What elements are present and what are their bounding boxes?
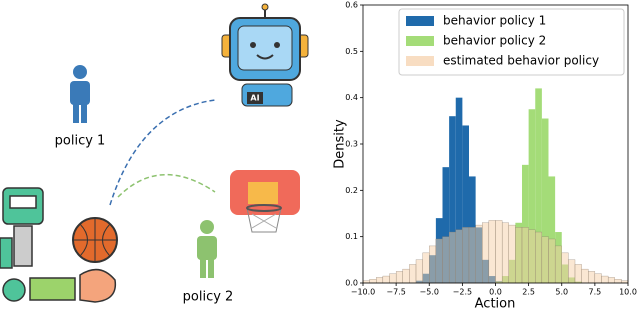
x-tick-label: −5.0	[420, 288, 439, 297]
legend-swatch	[406, 16, 434, 26]
y-tick-label: 0.5	[345, 47, 358, 56]
y-tick-label: 0.1	[345, 232, 358, 241]
histogram-bar	[568, 259, 576, 284]
trajectory	[109, 99, 216, 206]
legend-label: behavior policy 2	[443, 34, 546, 48]
histogram-bar	[449, 116, 456, 283]
histogram-bar	[495, 220, 503, 284]
histogram-bar	[548, 238, 556, 284]
histogram-bar	[541, 118, 549, 284]
x-tick-label: −10.0	[351, 288, 376, 297]
y-tick-label: 0.6	[345, 1, 358, 10]
y-axis-label: Density	[333, 119, 348, 169]
robot-arm	[0, 187, 117, 303]
histogram-bar	[482, 222, 490, 284]
histogram-bar	[422, 252, 430, 284]
histogram-bar	[528, 109, 536, 283]
histogram-bar	[607, 277, 615, 284]
trajectory	[117, 173, 216, 198]
histogram-bar	[581, 268, 589, 284]
legend-swatch	[406, 56, 434, 66]
histogram-bar	[508, 224, 516, 284]
histogram-bar	[522, 164, 529, 283]
x-tick-label: −7.5	[386, 288, 405, 297]
histogram-bar	[574, 264, 582, 284]
legend-label: behavior policy 1	[443, 14, 546, 28]
histogram-bar	[488, 220, 496, 284]
histogram-bar	[448, 231, 456, 284]
policy-label: policy 2	[183, 290, 234, 305]
histogram-bar	[442, 236, 450, 284]
histogram-bar	[535, 88, 542, 284]
histogram-bar	[528, 229, 536, 284]
histogram-bar	[475, 224, 483, 284]
legend-label: estimated behavior policy	[443, 54, 599, 68]
x-tick-label: 0.0	[489, 288, 502, 297]
x-tick-label: 10.0	[619, 288, 637, 297]
x-tick-label: −2.5	[453, 288, 472, 297]
histogram-bar	[462, 227, 470, 284]
illustration: policy 1 policy 2 AI	[0, 3, 309, 305]
histogram-bar	[468, 227, 476, 284]
histogram-bar	[415, 259, 423, 284]
histogram-bar	[561, 252, 569, 284]
y-tick-label: 0.2	[345, 186, 358, 195]
histogram-bar	[554, 245, 562, 284]
histogram-bar	[594, 273, 602, 284]
chart: −10.0 −7.5 −5.0 −2.5 0.0 2.5 5.0 7.5 10.0 0.0 0.1 0…	[345, 1, 637, 297]
person-green	[197, 220, 217, 278]
y-tick-label: 0.0	[345, 279, 358, 288]
histogram-bar	[435, 238, 443, 284]
histogram-bar	[455, 97, 463, 284]
histogram-bar	[395, 271, 403, 284]
y-tick-label: 0.4	[345, 93, 358, 102]
histogram-bar	[588, 271, 596, 284]
histogram-bar	[548, 176, 556, 283]
histogram-bar	[601, 275, 609, 284]
histogram-bar	[455, 229, 463, 284]
x-axis-label: Action	[475, 297, 516, 310]
x-tick-label: 7.5	[589, 288, 602, 297]
histogram-bar	[521, 227, 529, 284]
basketball	[72, 217, 118, 263]
histogram-bar	[382, 275, 390, 284]
histogram-bar	[402, 268, 410, 284]
x-tick-label: 2.5	[522, 288, 535, 297]
histogram-bar	[369, 279, 377, 284]
robot-head	[221, 3, 309, 107]
histogram-bar	[376, 277, 384, 284]
histogram-bar	[442, 167, 450, 283]
histogram-bar	[515, 227, 523, 284]
y-tick-label: 0.3	[345, 140, 358, 149]
histogram-bar	[389, 273, 397, 284]
legend-swatch	[406, 36, 434, 46]
x-tick-label: 5.0	[555, 288, 568, 297]
histogram-bar	[541, 236, 549, 284]
histogram-bar	[429, 245, 437, 284]
policy-label: policy 1	[55, 134, 106, 149]
person-blue	[70, 65, 90, 123]
histogram-bar	[535, 231, 543, 284]
legend-box	[398, 8, 625, 76]
histogram-bar	[409, 264, 417, 284]
histogram-bar	[462, 125, 469, 283]
hoop	[230, 170, 300, 233]
histogram-bar	[501, 222, 509, 284]
ai-label: AI	[250, 94, 259, 103]
histogram-bar	[614, 279, 622, 284]
